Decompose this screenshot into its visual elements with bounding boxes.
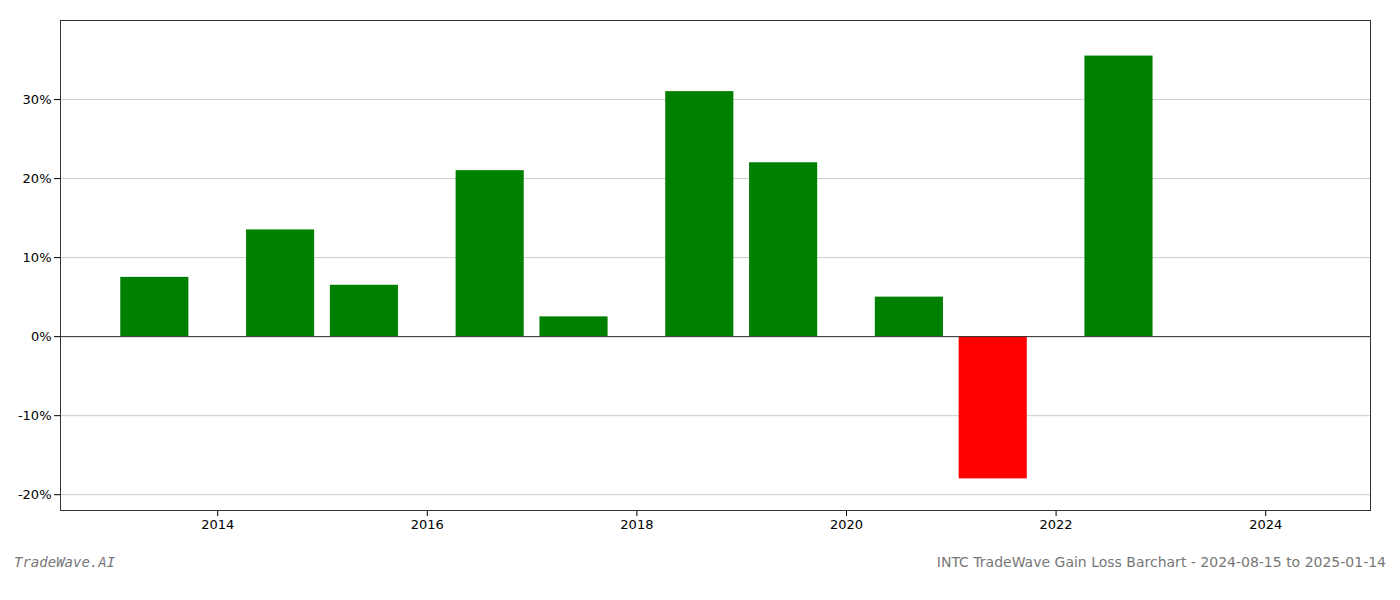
svg-text:10%: 10%: [23, 250, 52, 265]
html-text:TradeWave.AI: TradeWave.AI: [14, 554, 116, 570]
svg-text:2020: 2020: [830, 517, 863, 532]
svg-text:2018: 2018: [620, 517, 653, 532]
svg-text:2022: 2022: [1040, 517, 1073, 532]
svg-text:0%: 0%: [31, 329, 52, 344]
svg-text:2024: 2024: [1249, 517, 1282, 532]
html-text:INTC TradeWave Gain Loss Barch: INTC TradeWave Gain Loss Barchart - 2024…: [936, 554, 1386, 570]
svg-text:-10%: -10%: [18, 408, 52, 423]
svg-text:-20%: -20%: [18, 487, 52, 502]
svg-text:20%: 20%: [23, 171, 52, 186]
svg-text:2016: 2016: [411, 517, 444, 532]
svg-text:2014: 2014: [201, 517, 234, 532]
svg-text:30%: 30%: [23, 92, 52, 107]
